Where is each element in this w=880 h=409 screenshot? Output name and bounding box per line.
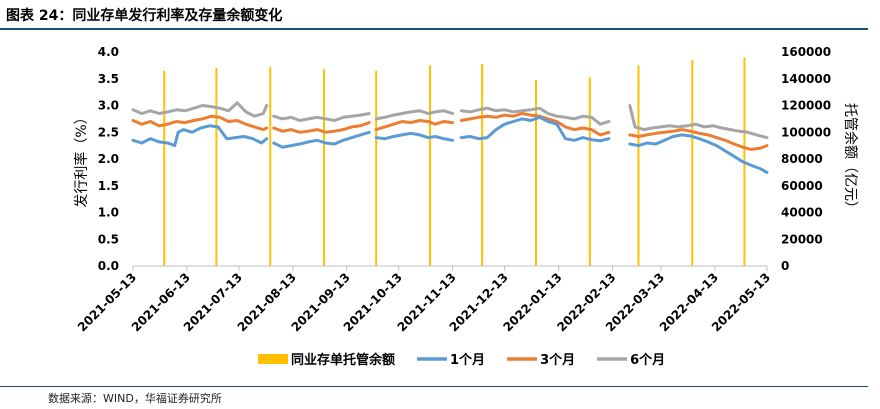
y-left-tick-label: 2.0 — [98, 152, 119, 166]
y-right-tick-label: 0 — [781, 259, 789, 273]
y-left-tick-label: 2.5 — [98, 125, 119, 139]
series-line-1m — [374, 131, 455, 142]
series-line-6m — [459, 106, 611, 126]
y-left-tick-label: 1.0 — [98, 206, 119, 220]
balance-bar — [481, 64, 484, 266]
y-axis-right-label: 托管余额（亿元） — [842, 103, 859, 215]
series-line-1m — [459, 115, 611, 143]
y-left-tick-label: 4.0 — [98, 45, 119, 59]
y-left-tick-label: 3.5 — [98, 72, 119, 86]
y-right-tick-label: 80000 — [781, 152, 823, 166]
x-axis-ticks: 2021-05-132021-06-132021-07-132021-08-13… — [75, 266, 773, 334]
y-right-tick-label: 100000 — [781, 125, 831, 139]
series-line-3m — [459, 112, 611, 137]
balance-bar — [588, 77, 591, 266]
figure-title: 图表 24：同业存单发行利率及存量余额变化 — [6, 8, 283, 24]
right-axis-ticks: 0 20000 40000 60000 80000 100000 120000 140000 1… — [781, 45, 831, 273]
y-left-tick-label: 0.0 — [98, 259, 119, 273]
balance-bar — [375, 70, 378, 266]
y-right-tick-label: 140000 — [781, 72, 831, 86]
balance-bar — [269, 66, 272, 267]
y-right-tick-label: 120000 — [781, 99, 831, 113]
series-line-6m — [628, 104, 769, 140]
source-rule — [0, 386, 868, 387]
legend: 同业存单托管余额 1个月 3个月 6个月 — [258, 352, 665, 368]
series-line-6m — [374, 109, 455, 121]
balance-bar — [429, 65, 432, 266]
balance-bars — [163, 57, 746, 267]
source-note: 数据来源：WIND，华福证券研究所 — [48, 392, 222, 405]
title-rule — [0, 28, 868, 30]
balance-bar — [323, 69, 326, 266]
chart: 0.0 0.5 1.0 1.5 2.0 2.5 3.0 3.5 4.0 0 20000 40000 6… — [73, 45, 859, 368]
y-right-tick-label: 160000 — [781, 45, 831, 59]
y-left-tick-label: 1.5 — [98, 179, 119, 193]
balance-bar — [215, 68, 218, 266]
rate-lines — [131, 101, 769, 174]
y-right-tick-label: 40000 — [781, 206, 823, 220]
series-line-3m — [374, 119, 455, 132]
legend-label: 1个月 — [450, 352, 485, 368]
series-line-3m — [131, 114, 269, 132]
legend-label: 6个月 — [630, 352, 665, 368]
series-line-3m — [628, 128, 769, 151]
series-line-6m — [272, 112, 371, 122]
legend-label: 3个月 — [540, 352, 575, 368]
balance-bar — [637, 65, 640, 266]
series-line-1m — [628, 133, 769, 174]
series-line-6m — [131, 101, 269, 118]
legend-swatch-balance — [258, 354, 288, 364]
series-line-1m — [131, 124, 269, 148]
balance-bar — [163, 70, 166, 266]
balance-bar — [691, 60, 694, 267]
y-left-tick-label: 3.0 — [98, 99, 119, 113]
series-line-3m — [272, 121, 371, 134]
legend-label: 同业存单托管余额 — [291, 352, 395, 368]
balance-bar — [534, 80, 537, 267]
y-axis-left-label: 发行利率（%） — [73, 110, 90, 207]
series-line-1m — [272, 130, 371, 149]
left-axis-ticks: 0.0 0.5 1.0 1.5 2.0 2.5 3.0 3.5 4.0 — [98, 45, 119, 273]
y-right-tick-label: 60000 — [781, 179, 823, 193]
y-right-tick-label: 20000 — [781, 232, 823, 246]
y-left-tick-label: 0.5 — [98, 232, 119, 246]
